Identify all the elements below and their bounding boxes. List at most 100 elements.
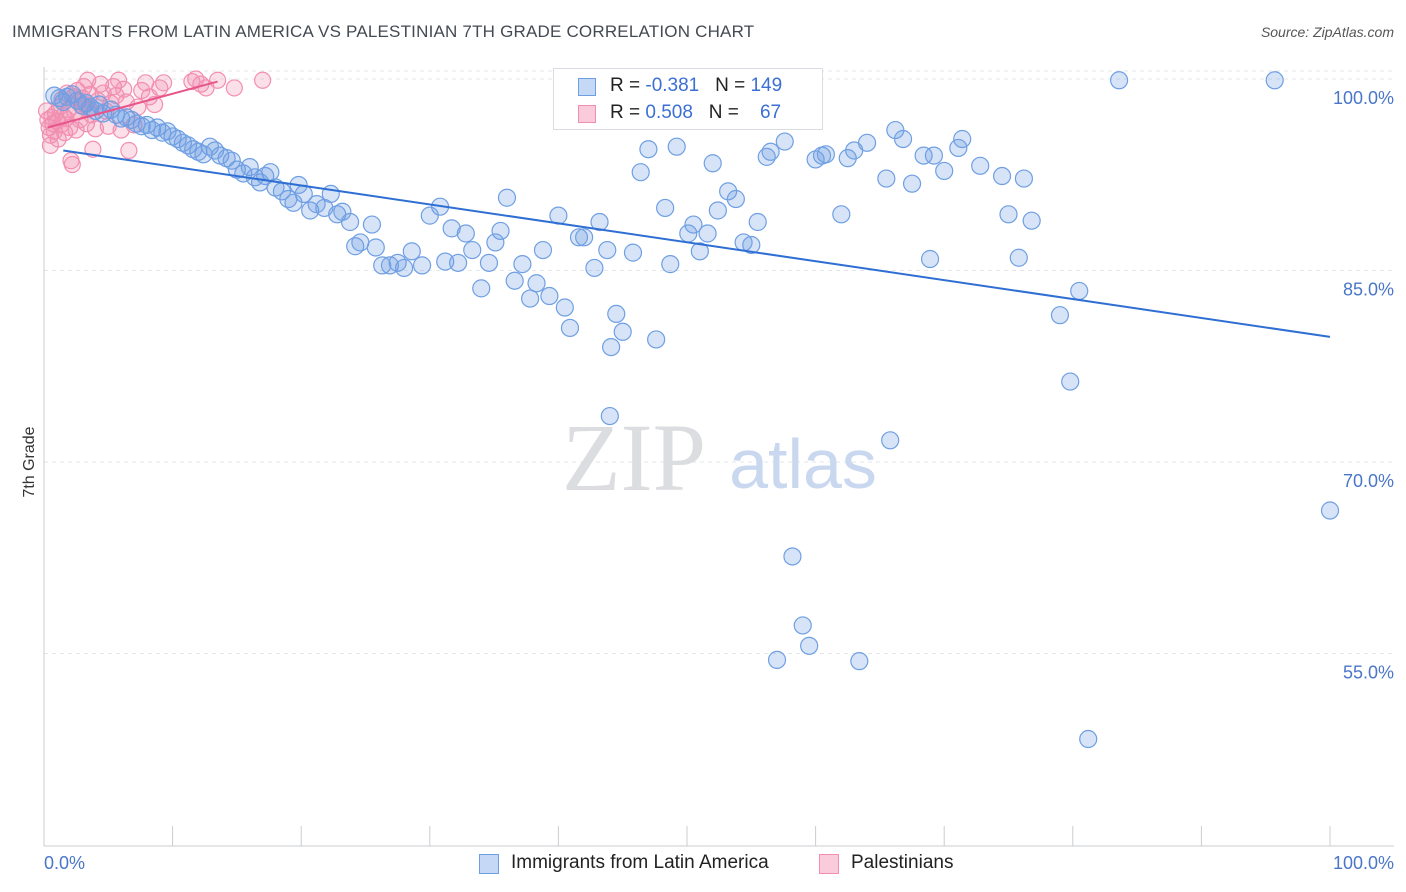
legend-r-value: 0.508 — [645, 102, 693, 123]
data-point-latin-america — [555, 298, 574, 317]
legend-r-label: R = — [610, 102, 646, 123]
data-point-latin-america — [914, 146, 933, 165]
data-point-latin-america — [902, 174, 922, 193]
y-tick-label: 55.0% — [1343, 663, 1394, 683]
data-point-latin-america — [1320, 501, 1340, 520]
data-point-latin-america — [373, 256, 392, 275]
data-point-palestinians — [63, 155, 81, 174]
data-point-latin-america — [924, 146, 944, 165]
series-latin-america-points — [45, 71, 1340, 749]
data-point-latin-america — [971, 156, 990, 175]
data-point-latin-america — [639, 140, 658, 159]
data-point-latin-america — [684, 215, 703, 234]
data-point-latin-america — [598, 240, 617, 260]
data-point-latin-america — [58, 87, 77, 106]
data-point-palestinians — [79, 71, 97, 89]
trend-line-latin-america — [63, 149, 1331, 338]
data-point-latin-america — [117, 108, 136, 127]
legend-n-value: 149 — [750, 75, 783, 96]
data-point-latin-america — [726, 189, 745, 209]
data-point-latin-america — [607, 304, 626, 324]
data-point-latin-america — [857, 133, 877, 152]
data-point-latin-america — [486, 233, 505, 252]
data-point-latin-america — [850, 652, 869, 671]
data-point-latin-america — [783, 547, 802, 566]
data-point-palestinians — [84, 140, 102, 158]
data-point-latin-america — [575, 228, 594, 247]
y-tick-label: 100.0% — [1333, 88, 1394, 108]
data-point-latin-america — [217, 149, 236, 168]
legend-n-value: 67 — [759, 102, 782, 123]
data-point-latin-america — [394, 258, 414, 278]
data-point-latin-america — [623, 243, 643, 262]
data-point-latin-america — [1050, 306, 1070, 325]
data-point-latin-america — [708, 201, 727, 220]
data-point-latin-america — [600, 406, 619, 426]
data-point-latin-america — [163, 127, 182, 146]
data-point-latin-america — [1014, 169, 1034, 188]
data-point-latin-america — [1265, 71, 1284, 90]
data-point-latin-america — [148, 118, 167, 137]
legend-r-label: R = — [610, 75, 646, 96]
data-point-latin-america — [569, 228, 589, 247]
data-point-latin-america — [402, 242, 421, 261]
stats-legend: R = -0.381 N = 149 R = 0.508 N = 67 — [553, 68, 823, 130]
watermark-zip: ZIP — [562, 404, 706, 511]
watermark: ZIP atlas — [562, 404, 877, 511]
legend-n-label: N = — [715, 75, 751, 96]
data-point-latin-america — [173, 133, 192, 152]
data-point-latin-america — [560, 318, 580, 338]
data-point-latin-america — [1109, 71, 1129, 90]
data-point-latin-america — [362, 215, 382, 234]
data-point-latin-america — [748, 212, 767, 232]
data-point-latin-america — [420, 206, 439, 225]
watermark-atlas: atlas — [729, 425, 877, 503]
data-point-latin-america — [463, 240, 482, 260]
data-point-palestinians — [254, 71, 272, 89]
data-point-latin-america — [491, 221, 510, 241]
legend-r-value: -0.381 — [645, 75, 700, 96]
data-point-latin-america — [366, 238, 385, 257]
data-point-palestinians — [209, 71, 227, 89]
bottom-legend-label: Palestinians — [851, 852, 954, 873]
data-point-latin-america — [800, 636, 819, 655]
data-point-latin-america — [1009, 248, 1028, 267]
data-point-palestinians — [154, 74, 173, 92]
data-point-latin-america — [816, 145, 835, 164]
data-point-latin-america — [742, 235, 761, 255]
data-point-palestinians — [115, 80, 133, 98]
source-label: Source: ZipAtlas.com — [1260, 24, 1394, 40]
bottom-legend-label: Immigrants from Latin America — [511, 852, 769, 873]
data-point-latin-america — [158, 122, 177, 141]
data-point-latin-america — [505, 271, 524, 290]
data-point-latin-america — [456, 224, 475, 243]
data-point-latin-america — [442, 219, 461, 238]
data-point-latin-america — [761, 142, 780, 161]
chart-title: IMMIGRANTS FROM LATIN AMERICA VS PALESTI… — [12, 22, 755, 41]
data-point-latin-america — [448, 253, 468, 272]
data-point-latin-america — [521, 289, 540, 308]
data-point-latin-america — [284, 193, 303, 212]
axes — [43, 67, 1394, 847]
data-point-latin-america — [893, 129, 913, 149]
data-point-latin-america — [953, 129, 972, 149]
trend-line-palestinians — [47, 80, 218, 129]
data-point-latin-america — [1022, 211, 1041, 230]
data-point-latin-america — [1079, 729, 1098, 749]
x-tick-label-min: 0.0% — [44, 853, 85, 873]
data-point-latin-america — [340, 212, 360, 232]
data-point-latin-america — [497, 188, 517, 207]
x-tick-label-max: 100.0% — [1333, 853, 1394, 873]
data-point-latin-america — [533, 240, 553, 260]
data-point-latin-america — [647, 330, 666, 349]
data-point-latin-america — [321, 184, 340, 203]
data-point-latin-america — [656, 198, 675, 218]
data-point-latin-america — [698, 224, 717, 243]
data-point-palestinians — [120, 141, 138, 160]
data-point-latin-america — [513, 255, 532, 274]
data-point-latin-america — [793, 616, 812, 635]
data-point-latin-america — [661, 255, 680, 274]
y-axis-title: 7th Grade — [21, 426, 38, 497]
bottom-legend-swatch-blue — [479, 854, 499, 874]
